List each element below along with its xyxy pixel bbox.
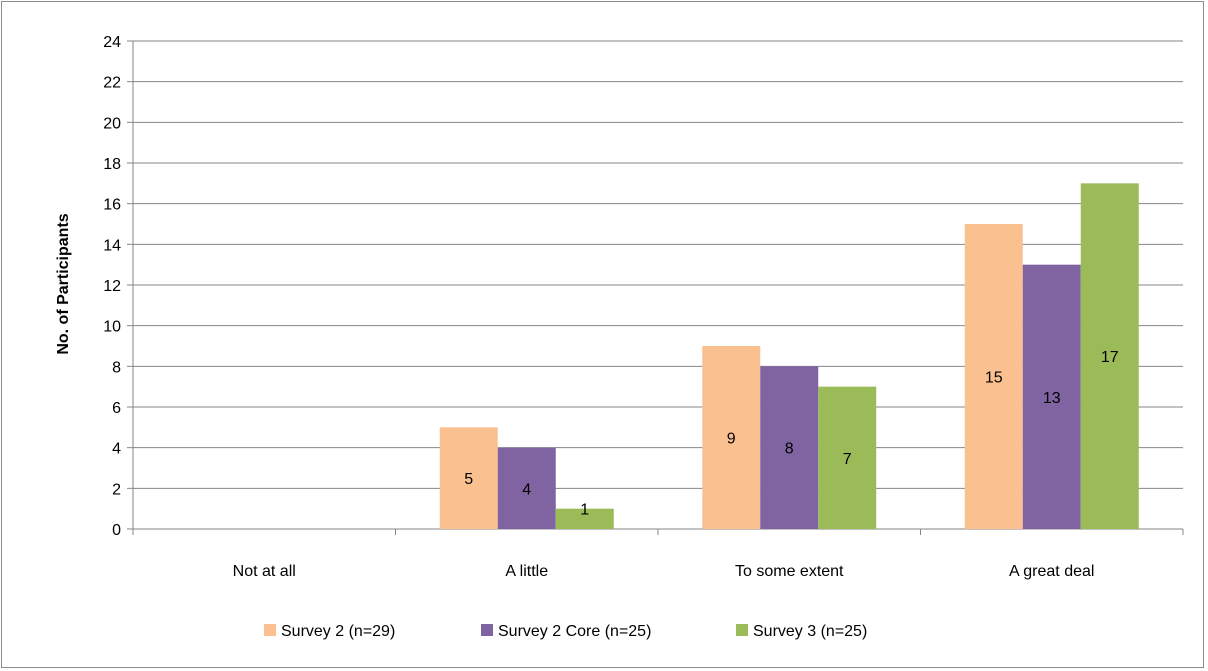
bar xyxy=(439,427,498,529)
y-tick-label: 14 xyxy=(103,237,121,254)
y-tick-label: 20 xyxy=(103,115,121,132)
bar xyxy=(555,508,614,529)
data-label: 13 xyxy=(1043,390,1061,407)
data-label: 7 xyxy=(843,451,852,468)
data-label: 9 xyxy=(727,431,736,448)
legend-swatch xyxy=(736,624,748,636)
x-category-label: To some extent xyxy=(735,563,844,580)
y-tick-label: 22 xyxy=(103,75,121,92)
y-tick-label: 16 xyxy=(103,197,121,214)
data-label: 17 xyxy=(1101,349,1119,366)
bar xyxy=(760,366,819,529)
y-tick-label: 8 xyxy=(112,359,121,376)
legend-label: Survey 3 (n=25) xyxy=(753,623,867,640)
x-category-label: Not at all xyxy=(233,563,296,580)
y-tick-label: 0 xyxy=(112,522,121,539)
data-labels: 5 4 1 9 8 7 15 13 17 xyxy=(464,349,1118,519)
data-label: 4 xyxy=(522,481,531,498)
x-axis-categories: Not at all A little To some extent A great … xyxy=(233,563,1095,580)
y-tick-label: 18 xyxy=(103,156,121,173)
x-category-label: A little xyxy=(505,563,548,580)
bar xyxy=(1022,264,1081,529)
legend: Survey 2 (n=29) Survey 2 Core (n=25) Surve… xyxy=(264,623,867,640)
bars xyxy=(439,183,1139,530)
legend-label: Survey 2 (n=29) xyxy=(281,623,395,640)
data-label: 15 xyxy=(985,370,1003,387)
bar xyxy=(497,447,556,529)
y-tick-label: 2 xyxy=(112,481,121,498)
y-tick-label: 12 xyxy=(103,278,121,295)
y-tick-label: 6 xyxy=(112,400,121,417)
legend-swatch xyxy=(264,624,276,636)
data-label: 1 xyxy=(580,502,589,519)
y-tick-label: 4 xyxy=(112,441,121,458)
y-tick-label: 10 xyxy=(103,319,121,336)
bar xyxy=(1080,183,1139,530)
bar xyxy=(702,346,761,529)
bar xyxy=(964,224,1023,529)
bar xyxy=(818,386,877,529)
data-label: 5 xyxy=(464,471,473,488)
y-tick-label: 24 xyxy=(103,34,121,51)
legend-label: Survey 2 Core (n=25) xyxy=(498,623,651,640)
data-label: 8 xyxy=(785,441,794,458)
y-axis-title: No. of Participants xyxy=(55,213,72,354)
legend-swatch xyxy=(481,624,493,636)
x-category-label: A great deal xyxy=(1009,563,1094,580)
